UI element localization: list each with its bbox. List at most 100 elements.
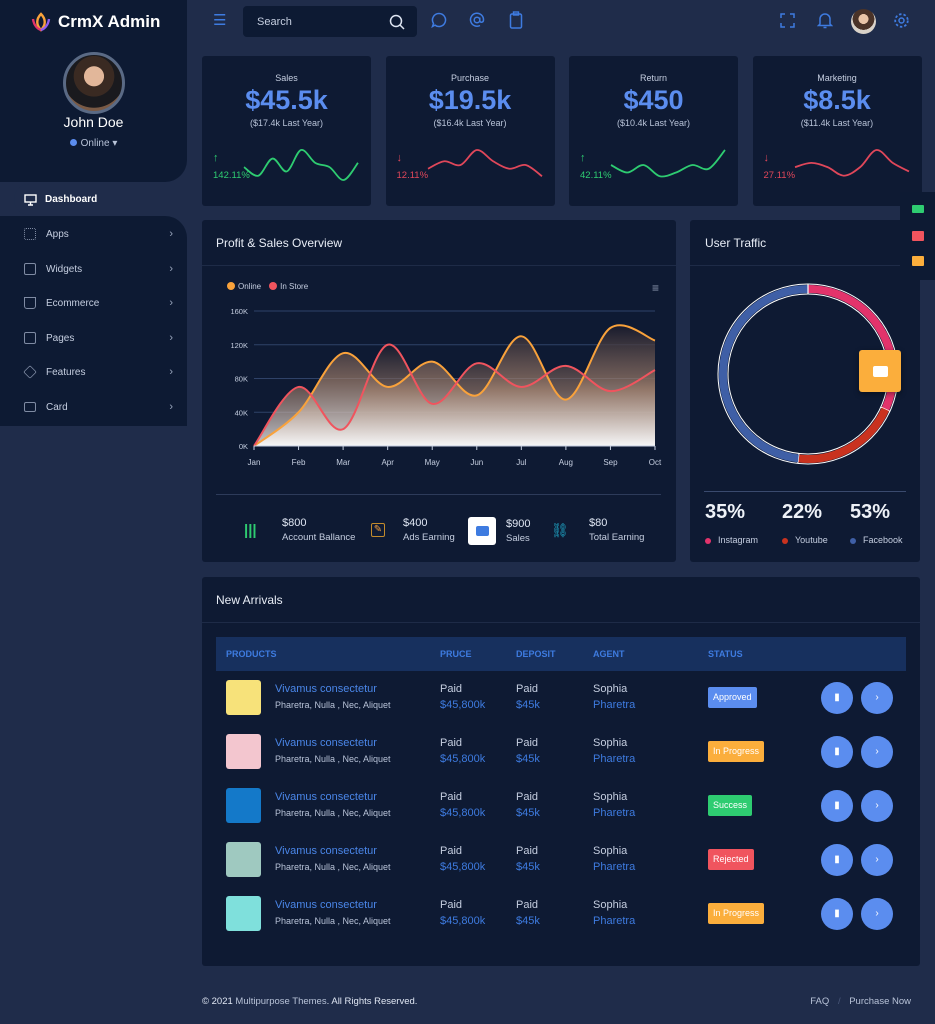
product-name-link[interactable]: Vivamus consectetur (275, 683, 377, 695)
legend-item-online[interactable]: Online (227, 282, 261, 291)
at-sign-icon[interactable] (469, 12, 485, 28)
stat-change: 42.11% (580, 170, 612, 181)
header-avatar[interactable] (851, 9, 876, 34)
view-details-button[interactable]: › (861, 844, 893, 876)
agent-name: Sophia (593, 791, 628, 803)
agent-sub: Pharetra (593, 753, 636, 765)
new-arrivals-card: New Arrivals PRODUCTS PRUCE DEPOSIT AGEN… (202, 577, 920, 966)
view-details-button[interactable]: › (861, 682, 893, 714)
product-thumbnail (226, 788, 261, 823)
sidebar-item-label: Dashboard (45, 194, 98, 205)
bell-icon[interactable] (817, 12, 833, 29)
company-link[interactable]: Multipurpose Themes (235, 996, 327, 1007)
user-status-dropdown[interactable]: Online ▾ (0, 138, 187, 149)
sidebar-item-widgets[interactable]: Widgets › (0, 252, 187, 286)
card-title: Profit & Sales Overview (216, 236, 343, 250)
search-icon[interactable] (389, 14, 405, 30)
box-icon (23, 365, 37, 379)
line-in-store (253, 343, 656, 447)
settings-gear-icon[interactable] (893, 12, 910, 29)
money-icon[interactable] (912, 205, 924, 213)
stat-value: $8.5k (803, 85, 871, 115)
line-online (253, 324, 656, 447)
agent-name: Sophia (593, 845, 628, 857)
table-row: Vivamus consectetur Pharetra, Nulla , Ne… (202, 677, 920, 731)
profit-sales-overview-card: Profit & Sales Overview Online In Store … (202, 220, 676, 562)
fullscreen-icon[interactable] (780, 13, 795, 28)
sidebar-item-ecommerce[interactable]: Ecommerce › (0, 286, 187, 320)
summary-amount: $800 (282, 517, 307, 529)
price-label: Paid (440, 737, 463, 749)
column-header-deposit: DEPOSIT (516, 649, 556, 659)
price-label: Paid (440, 845, 463, 857)
sidebar-item-card[interactable]: Card › (0, 390, 187, 424)
summary-label: Account Ballance (282, 532, 356, 543)
divider (704, 491, 906, 492)
product-thumbnail (226, 842, 261, 877)
product-name-link[interactable]: Vivamus consectetur (275, 845, 377, 857)
agent-name: Sophia (593, 737, 628, 749)
product-name-link[interactable]: Vivamus consectetur (275, 737, 377, 749)
stat-change: 27.11% (763, 170, 796, 181)
bookmark-button[interactable]: ▮ (821, 682, 853, 714)
sparkline (794, 149, 909, 177)
sidebar-item-dashboard[interactable]: Dashboard (14, 184, 194, 215)
user-traffic-card: User Traffic 35% 22% 53% Instagram Youtu… (690, 220, 920, 562)
floating-toolbar (900, 192, 935, 280)
arrow-up-icon: ↑ (580, 152, 586, 164)
y-tick-label: 120K (230, 341, 248, 350)
clipboard-icon[interactable] (509, 11, 523, 29)
chat-icon[interactable] (431, 12, 447, 28)
sidebar-item-pages[interactable]: Pages › (0, 321, 187, 355)
user-avatar[interactable] (63, 52, 125, 114)
summary-total-earning: ⛓ $80 Total Earning (551, 517, 644, 543)
sidebar-item-apps[interactable]: Apps › (0, 217, 187, 251)
chart-menu-icon[interactable]: ≡ (652, 281, 660, 295)
bookmark-button[interactable]: ▮ (821, 790, 853, 822)
summary-amount: $80 (589, 517, 608, 529)
x-tick-label: Aug (559, 458, 573, 467)
arrow-down-icon: ↓ (763, 152, 770, 164)
image-icon[interactable] (912, 231, 924, 241)
x-tick-label: Jul (516, 458, 526, 467)
product-name-link[interactable]: Vivamus consectetur (275, 791, 377, 803)
legend-instagram: Instagram (705, 535, 782, 545)
product-tags: Pharetra, Nulla , Nec, Aliquet (275, 754, 391, 764)
legend-item-in-store[interactable]: In Store (269, 282, 308, 291)
view-details-button[interactable]: › (861, 898, 893, 930)
stat-card-marketing: Marketing $8.5k ($11.4k Last Year) ↓ 27.… (752, 56, 922, 206)
deposit-value: $45k (516, 753, 540, 765)
donut-slice-youtube (797, 407, 889, 463)
purchase-now-link[interactable]: Purchase Now (849, 996, 911, 1007)
sidebar-item-features[interactable]: Features › (0, 355, 187, 389)
bookmark-icon: ▮ (834, 908, 840, 919)
bookmark-button[interactable]: ▮ (821, 844, 853, 876)
chat-icon[interactable] (912, 256, 924, 266)
summary-sales: $900 Sales (468, 517, 530, 545)
price-label: Paid (440, 683, 463, 695)
bookmark-icon: ▮ (834, 854, 840, 865)
search-input[interactable]: Search (243, 6, 417, 37)
sparkline-line (610, 149, 726, 178)
brand-logo[interactable]: CrmX Admin (30, 11, 160, 33)
bookmark-button[interactable]: ▮ (821, 898, 853, 930)
product-tags: Pharetra, Nulla , Nec, Aliquet (275, 862, 391, 872)
deposit-value: $45k (516, 699, 540, 711)
faq-link[interactable]: FAQ (810, 996, 830, 1007)
copyright: © 2021 Multipurpose Themes. All Rights R… (202, 996, 418, 1007)
summary-amount: $900 (506, 518, 531, 530)
view-details-button[interactable]: › (861, 736, 893, 768)
summary-account-balance: ||| $800 Account Ballance (244, 517, 355, 543)
brand-name: CrmX Admin (58, 12, 161, 31)
view-details-button[interactable]: › (861, 790, 893, 822)
chat-widget-button[interactable] (859, 350, 901, 392)
product-name-link[interactable]: Vivamus consectetur (275, 899, 377, 911)
chevron-right-icon: › (875, 692, 879, 703)
bookmark-button[interactable]: ▮ (821, 736, 853, 768)
chevron-right-icon: › (875, 800, 879, 811)
stat-value: $45.5k (245, 85, 328, 115)
stat-title: Sales (275, 73, 298, 83)
menu-toggle-icon[interactable]: ☰ (213, 12, 227, 29)
table-row: Vivamus consectetur Pharetra, Nulla , Ne… (202, 785, 920, 839)
table-row: Vivamus consectetur Pharetra, Nulla , Ne… (202, 731, 920, 785)
